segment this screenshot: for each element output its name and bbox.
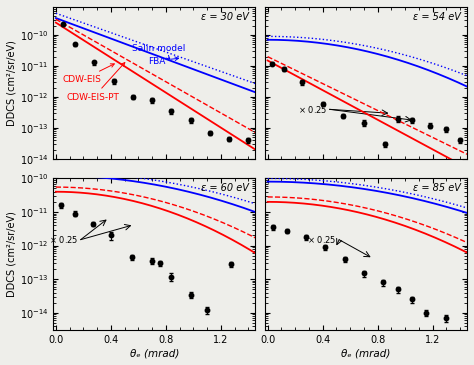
Text: ε = 60 eV: ε = 60 eV [201, 183, 249, 193]
Text: $\times$ 0.25: $\times$ 0.25 [298, 104, 327, 115]
Text: ε = 54 eV: ε = 54 eV [413, 12, 461, 22]
Text: CDW-EIS: CDW-EIS [63, 64, 114, 84]
X-axis label: θₑ (mrad): θₑ (mrad) [341, 348, 391, 358]
X-axis label: θₑ (mrad): θₑ (mrad) [129, 348, 179, 358]
Y-axis label: DDCS (cm²/sr/eV): DDCS (cm²/sr/eV) [7, 211, 17, 297]
Y-axis label: DDCS (cm²/sr/eV): DDCS (cm²/sr/eV) [7, 40, 17, 126]
Text: ε = 85 eV: ε = 85 eV [413, 183, 461, 193]
Text: ε = 30 eV: ε = 30 eV [201, 12, 249, 22]
Text: CDW-EIS-PT: CDW-EIS-PT [67, 62, 125, 102]
Text: $\times$ 0.25: $\times$ 0.25 [49, 234, 78, 245]
Text: $\times$ 0.25: $\times$ 0.25 [307, 234, 337, 245]
Text: FBA: FBA [148, 57, 179, 65]
Text: Salin model: Salin model [131, 44, 185, 59]
